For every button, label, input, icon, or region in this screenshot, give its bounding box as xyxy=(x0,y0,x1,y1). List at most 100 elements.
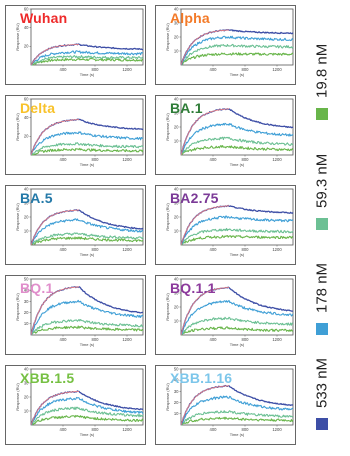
panel-border xyxy=(5,365,146,445)
panel-alpha: 10 20 30 40 400 800 1200 Time (s) Response (RU) A… xyxy=(155,5,296,85)
x-tick-label: 1200 xyxy=(122,337,132,342)
x-tick-label: 400 xyxy=(60,427,68,432)
plot-frame xyxy=(30,8,144,66)
panel-border xyxy=(155,5,296,85)
series-19-8-nm xyxy=(30,57,144,66)
legend-item: 533 nM xyxy=(303,340,350,430)
x-tick-label: 1200 xyxy=(272,67,282,72)
series-59-3-nm xyxy=(30,318,144,336)
legend-item: 178 nM xyxy=(303,245,350,335)
y-tick-label: 40 xyxy=(174,276,179,281)
plot-frame xyxy=(180,98,294,156)
y-tick-label: 60 xyxy=(24,96,29,101)
legend-label: 59.3 nM xyxy=(313,153,331,208)
y-axis-label: Response (RU) xyxy=(15,113,20,141)
x-tick-label: 800 xyxy=(92,247,100,252)
y-tick-label: 10 xyxy=(174,138,179,143)
panel-bq-1: 10 20 30 40 50 400 800 1200 Time (s) Response (RU… xyxy=(5,275,146,355)
y-tick-label: 40 xyxy=(174,186,179,191)
panel-border xyxy=(5,185,146,265)
y-tick-label: 30 xyxy=(174,110,179,115)
y-tick-label: 10 xyxy=(174,48,179,53)
series-19-8-nm xyxy=(30,325,144,335)
y-tick-label: 20 xyxy=(24,394,29,399)
x-tick-label: 800 xyxy=(242,337,250,342)
x-tick-label: 400 xyxy=(60,247,68,252)
x-tick-label: 800 xyxy=(92,67,100,72)
plot-frame xyxy=(180,278,294,336)
x-axis-label: Time (s) xyxy=(80,342,95,347)
series-59-3-nm xyxy=(180,316,294,336)
series-533-nm xyxy=(30,209,144,245)
panel-border xyxy=(5,5,146,85)
x-tick-label: 1200 xyxy=(272,157,282,162)
fit-curve xyxy=(30,286,80,336)
x-tick-label: 400 xyxy=(60,157,68,162)
series-178-nm xyxy=(180,395,294,425)
panel-title: BQ.1 xyxy=(20,280,54,296)
y-axis-label: Response (RU) xyxy=(165,203,170,231)
sensorgram-plot: 10 20 30 40 50 400 800 1200 Time (s) Response (RU… xyxy=(155,365,296,445)
x-tick-label: 400 xyxy=(60,337,68,342)
plot-frame xyxy=(180,368,294,426)
series-19-8-nm xyxy=(180,52,294,66)
x-tick-label: 800 xyxy=(242,157,250,162)
series-19-8-nm xyxy=(30,414,144,426)
fit-curve xyxy=(180,29,230,66)
x-axis-label: Time (s) xyxy=(230,252,245,257)
y-tick-label: 30 xyxy=(174,200,179,205)
legend-item: 59.3 nM xyxy=(303,140,350,230)
legend-item: 19.8 nM xyxy=(303,30,350,120)
series-59-3-nm xyxy=(180,410,294,426)
y-tick-label: 10 xyxy=(174,318,179,323)
panel-ba-1: 10 20 30 40 400 800 1200 Time (s) Response (RU) B… xyxy=(155,95,296,175)
panel-title: BA.5 xyxy=(20,190,53,206)
y-tick-label: 40 xyxy=(174,378,179,383)
series-19-8-nm xyxy=(30,147,144,156)
panel-bq-1-1: 10 20 30 40 400 800 1200 Time (s) Response (RU) B… xyxy=(155,275,296,355)
panel-wuhan: 20 40 60 400 800 1200 Time (s) Response (RU) Wuh… xyxy=(5,5,146,85)
panel-title: XBB.1.16 xyxy=(170,370,233,386)
series-178-nm xyxy=(30,50,144,66)
series-19-8-nm xyxy=(180,326,294,336)
y-tick-label: 30 xyxy=(24,299,29,304)
x-tick-label: 800 xyxy=(92,157,100,162)
panel-delta: 20 40 60 400 800 1200 Time (s) Response (RU) Del… xyxy=(5,95,146,175)
y-axis-label: Response (RU) xyxy=(15,203,20,231)
x-tick-label: 1200 xyxy=(272,247,282,252)
y-tick-label: 30 xyxy=(174,290,179,295)
series-59-3-nm xyxy=(30,406,144,426)
x-axis-label: Time (s) xyxy=(230,72,245,77)
series-178-nm xyxy=(180,35,294,66)
panel-ba2-75: 10 20 30 40 400 800 1200 Time (s) Response (RU) B… xyxy=(155,185,296,265)
x-tick-label: 800 xyxy=(92,427,100,432)
series-59-3-nm xyxy=(180,43,294,66)
y-axis-label: Response (RU) xyxy=(165,383,170,411)
y-tick-label: 40 xyxy=(24,186,29,191)
fit-curve xyxy=(30,391,80,426)
y-axis-label: Response (RU) xyxy=(15,293,20,321)
y-tick-label: 20 xyxy=(174,34,179,39)
fit-curve xyxy=(180,287,230,336)
x-axis-label: Time (s) xyxy=(80,162,95,167)
y-axis-label: Response (RU) xyxy=(165,113,170,141)
legend-label: 178 nM xyxy=(313,262,331,313)
x-axis-label: Time (s) xyxy=(80,432,95,437)
panel-border xyxy=(155,365,296,445)
series-178-nm xyxy=(180,215,294,245)
series-59-3-nm xyxy=(30,232,144,245)
sensorgram-plot: 10 20 30 40 400 800 1200 Time (s) Response (RU) xyxy=(5,185,146,265)
panel-xbb-1-16: 10 20 30 40 50 400 800 1200 Time (s) Response (RU… xyxy=(155,365,296,445)
y-tick-label: 50 xyxy=(24,276,29,281)
x-tick-label: 800 xyxy=(242,247,250,252)
y-tick-label: 50 xyxy=(174,366,179,371)
series-178-nm xyxy=(30,299,144,336)
series-59-3-nm xyxy=(180,227,294,246)
y-axis-label: Response (RU) xyxy=(165,293,170,321)
series-178-nm xyxy=(30,218,144,245)
sensorgram-plot: 10 20 30 40 50 400 800 1200 Time (s) Response (RU… xyxy=(5,275,146,355)
x-axis-label: Time (s) xyxy=(230,432,245,437)
legend-swatch xyxy=(316,323,328,335)
series-178-nm xyxy=(30,131,144,156)
y-tick-label: 10 xyxy=(174,228,179,233)
